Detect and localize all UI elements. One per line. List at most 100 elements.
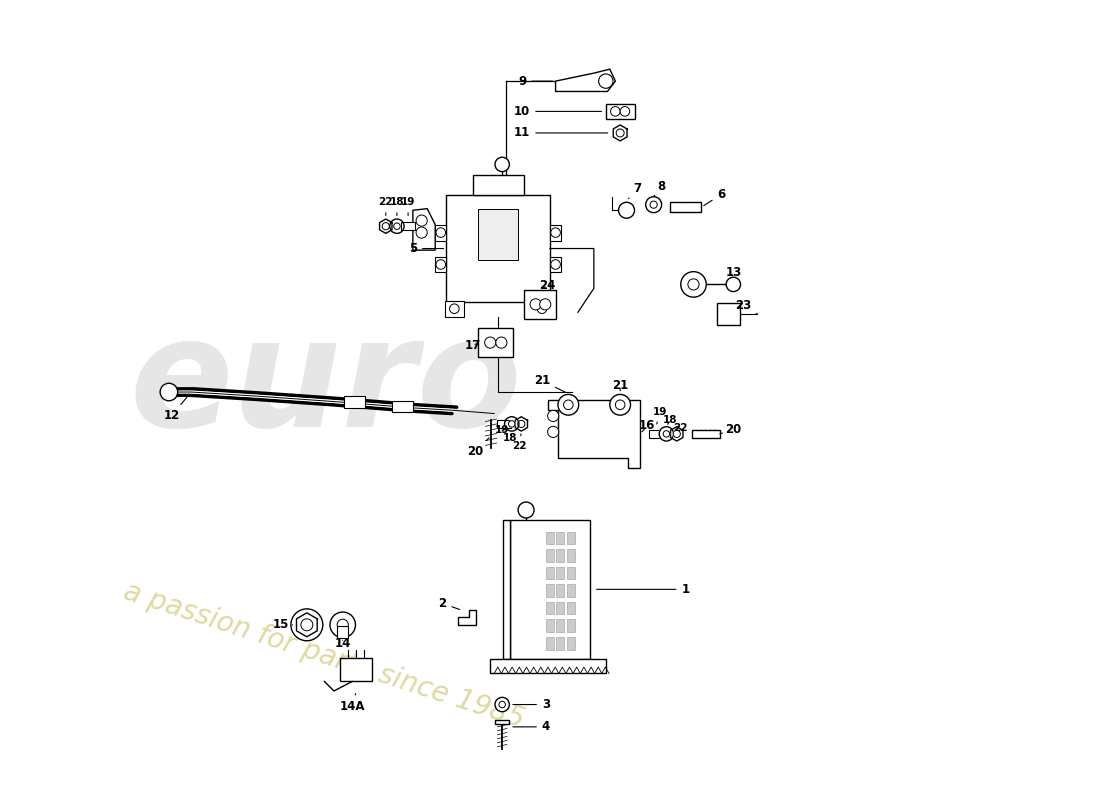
Text: 4: 4 bbox=[513, 720, 550, 734]
Text: 3: 3 bbox=[513, 698, 550, 711]
Bar bbox=[546, 584, 554, 597]
Circle shape bbox=[450, 304, 459, 314]
Bar bbox=[510, 519, 590, 659]
Bar bbox=[400, 222, 416, 230]
Circle shape bbox=[505, 417, 519, 431]
Polygon shape bbox=[379, 219, 392, 234]
Circle shape bbox=[548, 410, 559, 422]
Text: 19: 19 bbox=[652, 406, 668, 424]
Circle shape bbox=[646, 197, 661, 213]
Circle shape bbox=[659, 426, 673, 441]
Circle shape bbox=[548, 426, 559, 438]
Bar bbox=[478, 209, 518, 261]
Circle shape bbox=[436, 260, 446, 270]
Circle shape bbox=[540, 298, 551, 310]
Circle shape bbox=[663, 430, 670, 437]
Circle shape bbox=[598, 74, 613, 88]
Text: 18: 18 bbox=[389, 198, 404, 215]
Bar bbox=[566, 531, 574, 544]
Circle shape bbox=[485, 337, 496, 348]
Text: 22: 22 bbox=[378, 198, 393, 215]
Bar bbox=[546, 549, 554, 562]
Text: 14A: 14A bbox=[340, 694, 365, 714]
Bar bbox=[649, 430, 663, 438]
Bar bbox=[546, 531, 554, 544]
Circle shape bbox=[499, 702, 505, 708]
Circle shape bbox=[610, 106, 620, 116]
Polygon shape bbox=[515, 417, 528, 431]
Bar bbox=[550, 257, 561, 273]
Bar bbox=[557, 602, 564, 614]
Circle shape bbox=[563, 400, 573, 410]
Bar bbox=[557, 549, 564, 562]
Circle shape bbox=[688, 279, 700, 290]
Text: 16: 16 bbox=[639, 419, 656, 433]
Bar bbox=[473, 174, 524, 194]
Bar bbox=[566, 602, 574, 614]
Bar bbox=[566, 619, 574, 632]
Circle shape bbox=[389, 219, 404, 234]
Bar bbox=[557, 619, 564, 632]
Bar bbox=[717, 302, 739, 325]
Circle shape bbox=[508, 421, 515, 427]
Circle shape bbox=[416, 227, 427, 238]
Bar bbox=[503, 519, 510, 659]
Text: 6: 6 bbox=[704, 188, 726, 206]
Circle shape bbox=[290, 609, 322, 641]
Text: 20: 20 bbox=[719, 423, 741, 436]
Bar bbox=[670, 202, 702, 212]
Text: 15: 15 bbox=[273, 618, 293, 631]
Bar bbox=[344, 397, 365, 407]
Circle shape bbox=[496, 337, 507, 348]
Bar bbox=[340, 658, 372, 682]
Bar bbox=[525, 290, 557, 318]
Text: 22: 22 bbox=[673, 422, 688, 433]
Bar bbox=[436, 225, 447, 241]
Bar bbox=[557, 584, 564, 597]
Polygon shape bbox=[549, 400, 640, 468]
Bar bbox=[550, 225, 561, 241]
Circle shape bbox=[330, 612, 355, 638]
Circle shape bbox=[673, 430, 680, 438]
Circle shape bbox=[337, 619, 349, 630]
Text: 24: 24 bbox=[539, 278, 556, 292]
Bar bbox=[478, 328, 514, 357]
Text: 18: 18 bbox=[503, 434, 517, 443]
Text: 1: 1 bbox=[596, 583, 690, 596]
Bar bbox=[546, 619, 554, 632]
Circle shape bbox=[416, 215, 427, 226]
Text: 9: 9 bbox=[518, 74, 553, 88]
Text: 18: 18 bbox=[663, 414, 678, 425]
Circle shape bbox=[161, 383, 178, 401]
Bar bbox=[444, 301, 464, 317]
Bar bbox=[546, 566, 554, 579]
Bar bbox=[566, 566, 574, 579]
Text: 19: 19 bbox=[400, 198, 416, 215]
Text: 17: 17 bbox=[464, 339, 481, 352]
Circle shape bbox=[530, 298, 541, 310]
Bar bbox=[566, 637, 574, 650]
Polygon shape bbox=[297, 613, 317, 637]
Circle shape bbox=[563, 399, 574, 410]
Text: 23: 23 bbox=[735, 299, 757, 314]
Polygon shape bbox=[412, 209, 436, 250]
Circle shape bbox=[726, 278, 740, 291]
Circle shape bbox=[650, 201, 657, 208]
Circle shape bbox=[495, 698, 509, 712]
Text: 20: 20 bbox=[466, 438, 490, 458]
Bar bbox=[546, 637, 554, 650]
Circle shape bbox=[495, 158, 509, 171]
Text: 13: 13 bbox=[725, 266, 741, 279]
Circle shape bbox=[299, 617, 315, 633]
Bar bbox=[566, 584, 574, 597]
Text: 21: 21 bbox=[534, 374, 565, 393]
Circle shape bbox=[620, 106, 629, 116]
Text: 12: 12 bbox=[163, 394, 189, 422]
Circle shape bbox=[301, 619, 312, 630]
Circle shape bbox=[436, 228, 446, 238]
Bar bbox=[557, 637, 564, 650]
Polygon shape bbox=[614, 125, 627, 141]
Text: 2: 2 bbox=[438, 597, 460, 610]
Bar bbox=[436, 257, 447, 273]
Bar bbox=[606, 104, 635, 118]
